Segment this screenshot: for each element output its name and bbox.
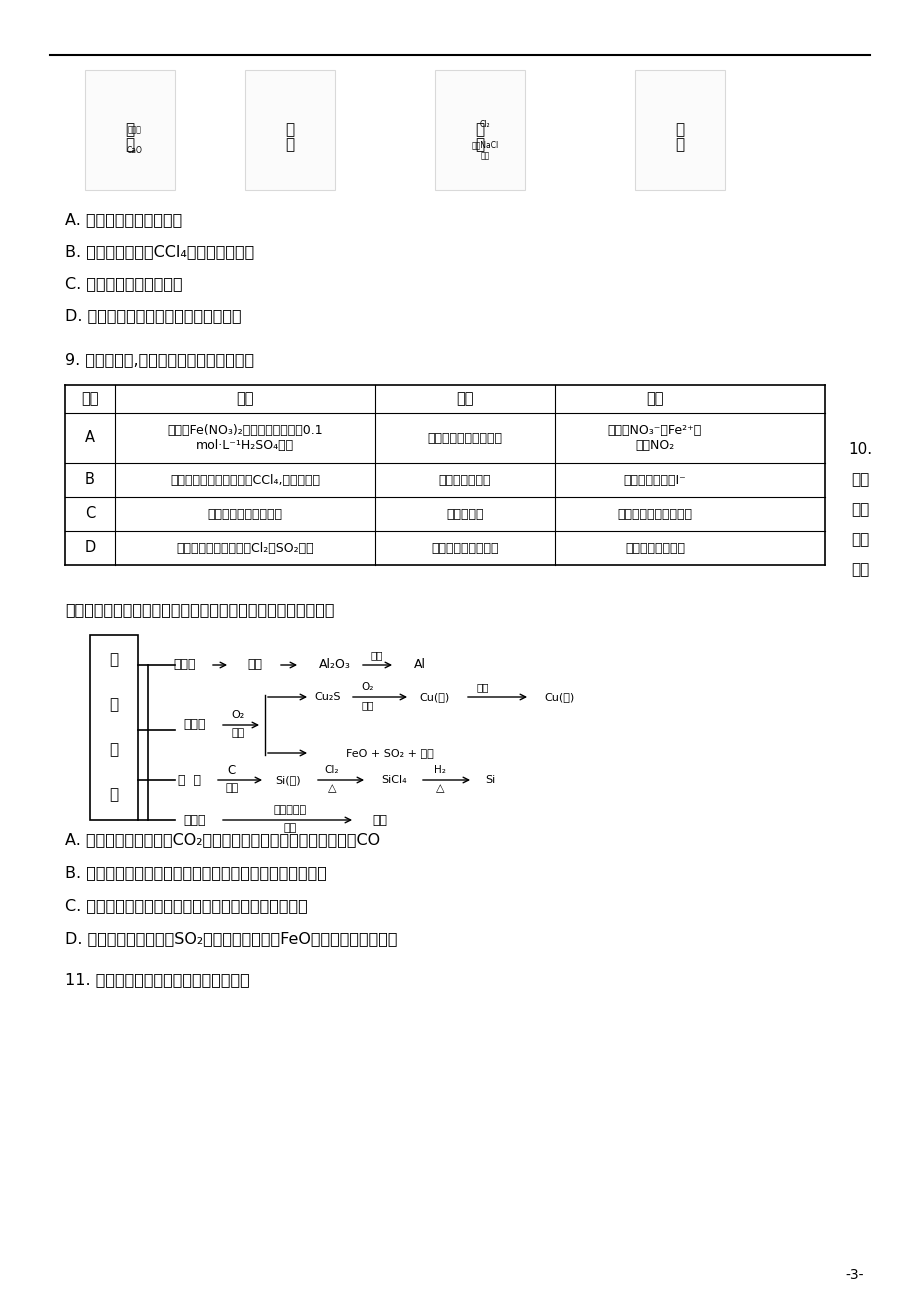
Text: 两者褪色原理相同: 两者褪色原理相同 (624, 542, 685, 555)
Text: 乙: 乙 (285, 122, 294, 138)
Text: 用无: 用无 (850, 473, 868, 487)
Text: 产部分材料，其产品过程示意图如下，下判有关说法不正确的是: 产部分材料，其产品过程示意图如下，下判有关说法不正确的是 (65, 603, 335, 617)
Text: C: C (85, 506, 95, 522)
Text: 11. 下列化学反应先后排序判断正确的是: 11. 下列化学反应先后排序判断正确的是 (65, 973, 249, 987)
Text: △: △ (327, 783, 335, 793)
Text: D. 黄铜矿冶炼铜时产生SO₂可用于生产硫酸，FeO可用作冶炼铁的原料: D. 黄铜矿冶炼铜时产生SO₂可用于生产硫酸，FeO可用作冶炼铁的原料 (65, 931, 397, 947)
Text: 向盛有Fe(NO₃)₂溶液的试管中加入0.1
mol·L⁻¹H₂SO₄溶液: 向盛有Fe(NO₃)₂溶液的试管中加入0.1 mol·L⁻¹H₂SO₄溶液 (167, 424, 323, 452)
Text: 焰色显黄色: 焰色显黄色 (446, 508, 483, 521)
Text: 分别向品红溶液中通入Cl₂或SO₂气体: 分别向品红溶液中通入Cl₂或SO₂气体 (176, 542, 313, 555)
Text: D. 用装置丁蒸发氯化铁溶液制备氯化铁: D. 用装置丁蒸发氯化铁溶液制备氯化铁 (65, 309, 242, 323)
Text: 纯碱、石英: 纯碱、石英 (273, 805, 306, 815)
Text: 高温: 高温 (231, 728, 244, 738)
Text: 取无色溶液做焰色反应: 取无色溶液做焰色反应 (208, 508, 282, 521)
Text: C: C (228, 763, 236, 776)
Text: O₂: O₂ (361, 682, 374, 691)
Text: 溶液中NO₃⁻被Fe²⁺还
原为NO₂: 溶液中NO₃⁻被Fe²⁺还 原为NO₂ (607, 424, 701, 452)
Text: B. 生产高纯硅、铝、铜及玻璃的过程中都涉及氧化还原反应: B. 生产高纯硅、铝、铜及玻璃的过程中都涉及氧化还原反应 (65, 866, 326, 880)
Text: Al₂O₃: Al₂O₃ (319, 659, 350, 672)
Text: 矿: 矿 (109, 652, 119, 668)
Text: C. 用装置丙完成喷泉实验: C. 用装置丙完成喷泉实验 (65, 276, 183, 292)
Text: Si(粗): Si(粗) (275, 775, 301, 785)
Text: 下层溶液显紫色: 下层溶液显紫色 (438, 474, 491, 487)
Text: Si: Si (484, 775, 494, 785)
Text: Cl₂

饱和NaCl
溶液: Cl₂ 饱和NaCl 溶液 (471, 120, 498, 160)
Text: O₂: O₂ (231, 710, 244, 720)
Text: Cu₂S: Cu₂S (314, 691, 341, 702)
Text: 资: 资 (109, 742, 119, 758)
Bar (634, 70, 724, 190)
Text: A: A (85, 431, 95, 445)
Text: 黄铜矿: 黄铜矿 (184, 719, 206, 732)
Text: -3-: -3- (845, 1268, 863, 1282)
Text: 乙: 乙 (285, 138, 294, 152)
Text: Al: Al (414, 659, 425, 672)
Text: 现象: 现象 (456, 392, 473, 406)
Text: 品红溶液均褪为无色: 品红溶液均褪为无色 (431, 542, 498, 555)
Text: 选项: 选项 (81, 392, 98, 406)
Text: SiCl₄: SiCl₄ (380, 775, 406, 785)
Text: 原溶液中一定有I⁻: 原溶液中一定有I⁻ (623, 474, 686, 487)
Text: 丙: 丙 (475, 138, 484, 152)
Bar (435, 70, 525, 190)
Text: H₂: H₂ (434, 766, 446, 775)
Text: 源: 源 (109, 788, 119, 802)
Text: 铝土矿: 铝土矿 (174, 659, 196, 672)
Text: 源生: 源生 (850, 562, 868, 578)
Text: 丁: 丁 (675, 138, 684, 152)
Text: 物: 物 (109, 698, 119, 712)
Text: 石灰石: 石灰石 (184, 814, 206, 827)
Text: 电解: 电解 (370, 650, 383, 660)
Text: A. 制取玻璃的同时产生CO₂气体，制取粗硅时生成的气体产物为CO: A. 制取玻璃的同时产生CO₂气体，制取粗硅时生成的气体产物为CO (65, 832, 380, 848)
Text: B: B (85, 473, 95, 487)
Text: 物资: 物资 (850, 533, 868, 548)
Bar (244, 70, 335, 190)
Text: 丙: 丙 (475, 122, 484, 138)
Text: 丁: 丁 (675, 122, 684, 138)
Text: 电解: 电解 (476, 682, 489, 691)
Text: B. 用装置乙从碘的CCl₄溶液中分离出碘: B. 用装置乙从碘的CCl₄溶液中分离出碘 (65, 245, 254, 259)
Text: 石  英: 石 英 (178, 773, 201, 786)
Text: FeO + SO₂ + 废渣: FeO + SO₂ + 废渣 (346, 749, 434, 758)
Text: 结论: 结论 (645, 392, 663, 406)
Text: 10.: 10. (847, 443, 871, 457)
Text: 原溶液一定为钠盐溶液: 原溶液一定为钠盐溶液 (617, 508, 692, 521)
Bar (90, 635, 138, 820)
Text: 高温: 高温 (283, 823, 296, 833)
Bar (85, 70, 175, 190)
Text: 液氨水

CaO: 液氨水 CaO (127, 125, 142, 155)
Text: 试管口出现红棕色气体: 试管口出现红棕色气体 (427, 431, 502, 444)
Text: 除杂: 除杂 (247, 659, 262, 672)
Text: 向无色溶液中滴加氯水和CCl₄,振荡、静置: 向无色溶液中滴加氯水和CCl₄,振荡、静置 (170, 474, 320, 487)
Text: 甲: 甲 (125, 122, 134, 138)
Text: Cu(粗): Cu(粗) (419, 691, 449, 702)
Text: 甲: 甲 (125, 138, 134, 152)
Text: 实验: 实验 (236, 392, 254, 406)
Text: Cu(精): Cu(精) (544, 691, 574, 702)
Text: Cl₂: Cl₂ (324, 766, 339, 775)
Text: D: D (85, 540, 96, 556)
Text: 9. 下列实验中,现象和对应结论均正确的是: 9. 下列实验中,现象和对应结论均正确的是 (65, 353, 254, 367)
Text: C. 粗硅制高纯硅时。提纯四氯化硅可用多次分馏的方法: C. 粗硅制高纯硅时。提纯四氯化硅可用多次分馏的方法 (65, 898, 308, 914)
Text: 高温: 高温 (225, 783, 238, 793)
Text: A. 用装置甲制备少量氨气: A. 用装置甲制备少量氨气 (65, 212, 182, 228)
Text: 高温: 高温 (361, 700, 374, 710)
Text: 机矿: 机矿 (850, 503, 868, 517)
Text: △: △ (436, 783, 444, 793)
Text: 玻璃: 玻璃 (372, 814, 387, 827)
